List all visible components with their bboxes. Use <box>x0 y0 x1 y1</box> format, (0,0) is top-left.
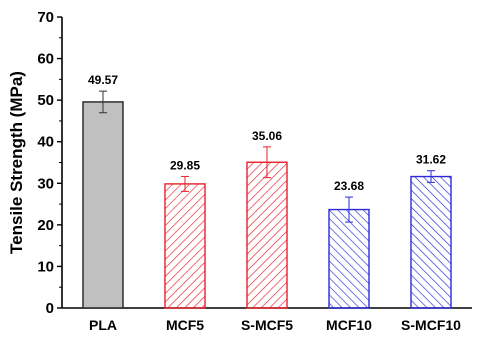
category-label: MCF10 <box>326 317 372 333</box>
y-tick-label: 70 <box>37 9 54 26</box>
y-tick-label: 10 <box>37 258 54 275</box>
bars-group <box>82 90 452 309</box>
category-label: MCF5 <box>166 317 204 333</box>
bar-pla <box>82 101 124 309</box>
labels-group: 49.57 PLA 29.85 MCF5 35.06 S-MCF5 23.68 MCF10 31… <box>88 73 461 333</box>
y-tick-label: 0 <box>46 300 54 317</box>
value-label: 31.62 <box>416 153 446 167</box>
y-axis-title-group: Tensile Strength (MPa) <box>7 71 26 254</box>
y-tick-label: 50 <box>37 92 54 109</box>
y-tick-label: 30 <box>37 175 54 192</box>
axes: 0 10 20 30 40 50 60 70 <box>37 9 472 317</box>
value-label: 35.06 <box>252 129 282 143</box>
bar-mcf10 <box>328 208 370 309</box>
value-label: 29.85 <box>170 158 200 172</box>
category-label: PLA <box>89 317 117 333</box>
y-tick-label: 60 <box>37 51 54 68</box>
value-label: 23.68 <box>334 179 364 193</box>
bar-s-mcf10 <box>410 175 452 309</box>
value-label: 49.57 <box>88 73 118 87</box>
category-label: S-MCF5 <box>241 317 293 333</box>
category-label: S-MCF10 <box>401 317 461 333</box>
y-axis-title: Tensile Strength (MPa) <box>7 71 26 254</box>
bar-s-mcf5 <box>246 161 288 309</box>
bar-mcf5 <box>164 183 206 309</box>
y-tick-label: 40 <box>37 134 54 151</box>
y-tick-label: 20 <box>37 217 54 234</box>
